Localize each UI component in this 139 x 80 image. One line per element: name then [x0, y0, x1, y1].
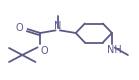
Text: O: O: [41, 46, 48, 56]
Text: NH: NH: [107, 45, 122, 55]
Text: N: N: [54, 21, 62, 31]
Text: O: O: [16, 23, 23, 33]
